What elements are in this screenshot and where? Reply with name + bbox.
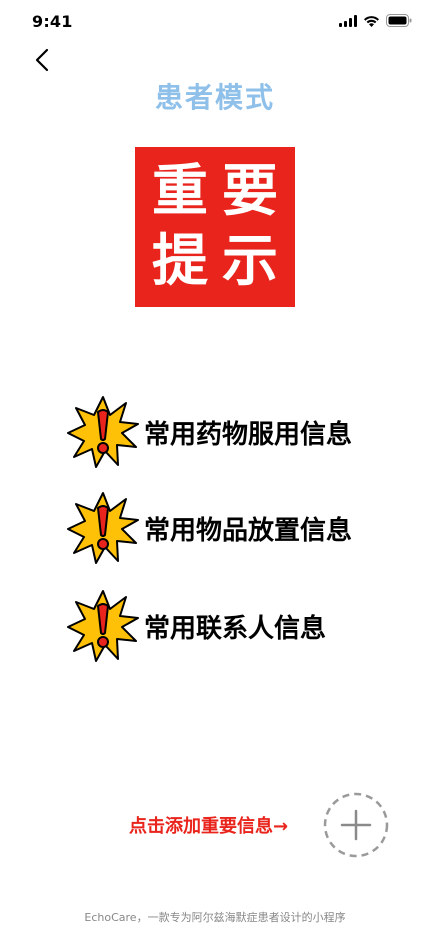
info-item-label: 常用物品放置信息 bbox=[144, 515, 353, 546]
notice-char: 提 bbox=[152, 229, 208, 294]
warning-burst-icon bbox=[67, 492, 139, 564]
page-title: 患者模式 bbox=[154, 81, 275, 114]
plus-icon bbox=[323, 792, 389, 858]
status-icons bbox=[339, 14, 412, 27]
signal-icon bbox=[339, 14, 357, 27]
battery-icon bbox=[386, 14, 412, 27]
wifi-icon bbox=[364, 15, 379, 27]
info-item-label: 常用联系人信息 bbox=[144, 613, 327, 644]
notice-char: 要 bbox=[222, 159, 278, 224]
add-info-link[interactable]: 点击添加重要信息→ bbox=[129, 816, 289, 837]
important-notice-graphic: 重 要 提 示 bbox=[135, 147, 295, 307]
chevron-left-icon bbox=[35, 48, 49, 72]
notice-char: 示 bbox=[222, 229, 278, 294]
warning-burst-icon bbox=[67, 396, 139, 468]
warning-burst-icon bbox=[67, 590, 139, 662]
status-bar: 9:41 bbox=[0, 0, 430, 44]
add-info-button[interactable] bbox=[322, 791, 390, 859]
back-button[interactable] bbox=[26, 44, 58, 76]
notice-char: 重 bbox=[152, 159, 208, 224]
info-item-medication[interactable]: 常用药物服用信息 bbox=[66, 396, 352, 468]
footer-tagline: EchoCare，一款专为阿尔兹海默症患者设计的小程序 bbox=[84, 911, 346, 924]
info-item-label: 常用药物服用信息 bbox=[144, 419, 353, 450]
info-item-belongings[interactable]: 常用物品放置信息 bbox=[66, 492, 352, 564]
info-item-contacts[interactable]: 常用联系人信息 bbox=[66, 590, 326, 662]
status-time: 9:41 bbox=[32, 12, 73, 31]
